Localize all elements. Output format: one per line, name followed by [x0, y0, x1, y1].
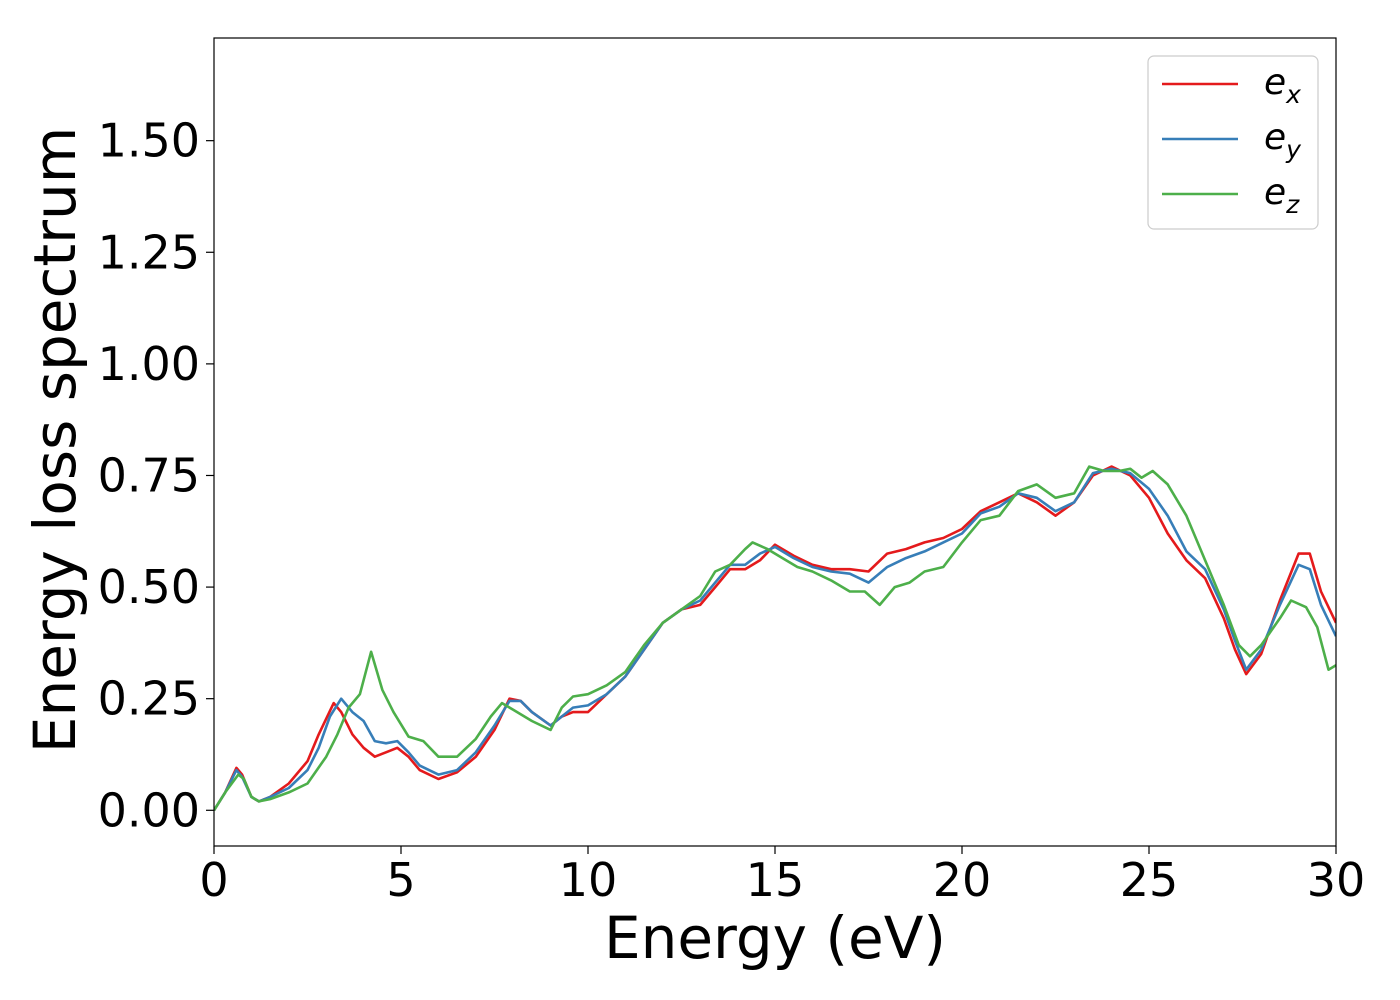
y-tick-label: 1.25 — [98, 225, 200, 279]
y-tick-label: 0.00 — [98, 783, 200, 837]
series-layer — [214, 465, 1336, 811]
y-axis-title: Energy loss spectrum — [21, 127, 89, 753]
x-tick-label: 5 — [386, 853, 415, 907]
x-tick-label: 10 — [559, 853, 618, 907]
y-tick-label: 0.25 — [98, 672, 200, 726]
x-tick-label: 30 — [1307, 853, 1366, 907]
x-tick-label: 20 — [933, 853, 992, 907]
legend-box — [1147, 55, 1319, 230]
y-tick-label: 1.00 — [98, 337, 200, 391]
series-line-e-y — [214, 467, 1336, 811]
x-tick-label: 25 — [1120, 853, 1179, 907]
x-tick-label: 15 — [746, 853, 805, 907]
x-axis: 0 5 10 15 20 25 30 — [199, 846, 1365, 907]
y-tick-label: 0.50 — [98, 560, 200, 614]
series-line-e-z — [214, 465, 1336, 811]
y-tick-label: 0.75 — [98, 448, 200, 502]
x-tick-label: 0 — [199, 853, 228, 907]
y-axis: 0.00 0.25 0.50 0.75 1.00 1.25 1.50 — [98, 114, 214, 837]
x-axis-title: Energy (eV) — [604, 904, 946, 972]
y-tick-label: 1.50 — [98, 114, 200, 168]
series-line-e-x — [214, 465, 1336, 811]
